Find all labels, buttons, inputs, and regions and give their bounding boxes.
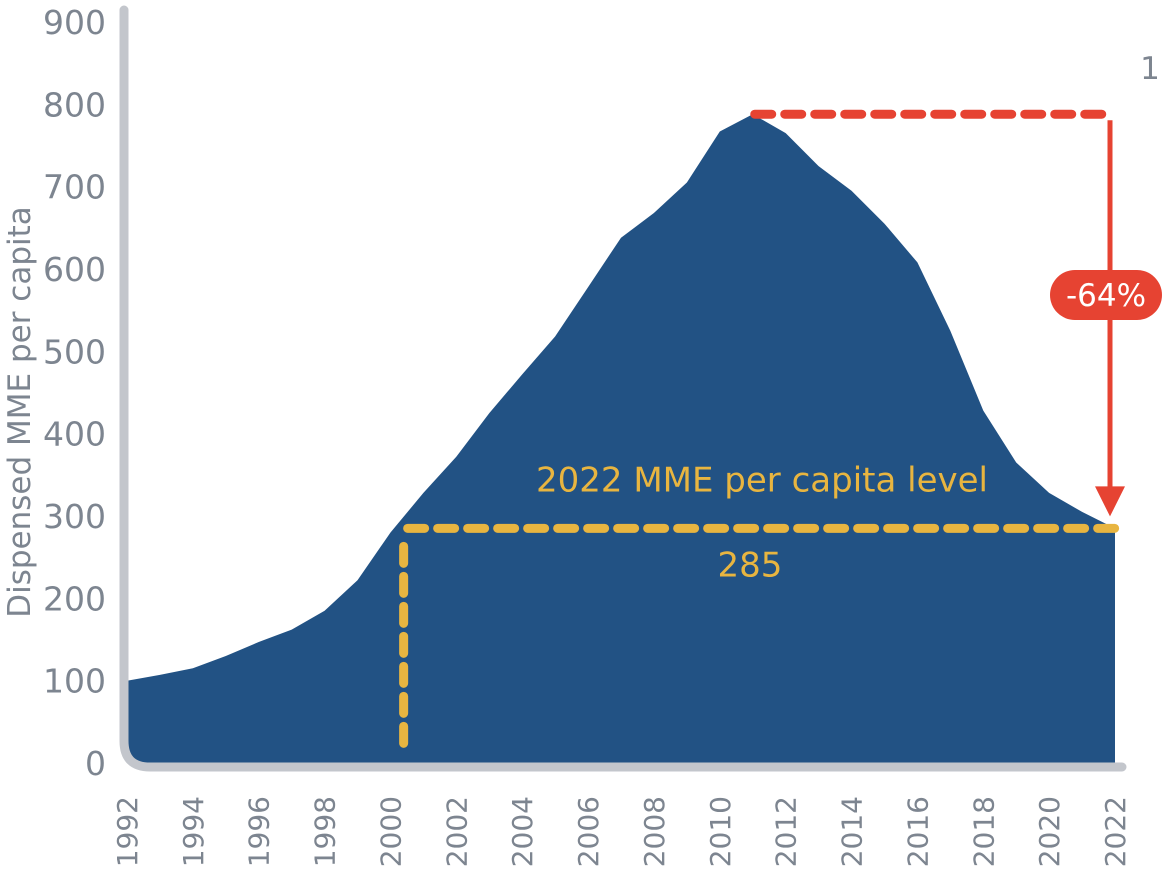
cropped-label: 1 (1140, 51, 1160, 87)
y-tick-label: 800 (43, 85, 106, 124)
x-tick-label: 2018 (967, 796, 1000, 867)
x-tick-label: 2002 (440, 796, 473, 867)
axis-line (119, 5, 1127, 772)
x-tick-label: 2004 (506, 796, 539, 867)
x-tick-label: 2006 (572, 796, 605, 867)
decline-arrow-head (1095, 486, 1125, 517)
y-tick-label: 400 (43, 415, 106, 454)
x-tick-label: 2000 (374, 796, 407, 867)
x-tick-label: 1998 (309, 796, 342, 867)
y-tick-label: 700 (43, 168, 106, 207)
x-tick-label: 2014 (836, 796, 869, 867)
area-series (127, 114, 1115, 763)
x-tick-label: 2012 (770, 796, 803, 867)
level-annotation-label: 2022 MME per capita level (536, 460, 988, 500)
change-badge (1050, 270, 1162, 320)
y-tick-label: 500 (43, 332, 106, 371)
x-tick-label: 2022 (1099, 796, 1132, 867)
level-annotation-value: 285 (718, 545, 783, 585)
y-tick-label: 900 (43, 3, 106, 42)
y-axis-ticks: 0 100 200 300 400 500 600 700 800 900 (43, 3, 106, 783)
x-axis-ticks: 1992 1994 1996 1998 2000 2002 2004 2006 2008 2010… (111, 796, 1132, 867)
x-tick-label: 2008 (638, 796, 671, 867)
y-axis-label: Dispensed MME per capita (2, 206, 38, 618)
change-badge-label: -64% (1066, 278, 1146, 314)
x-tick-label: 1992 (111, 796, 144, 867)
y-tick-label: 200 (43, 579, 106, 618)
x-tick-label: 2020 (1033, 796, 1066, 867)
y-tick-label: 100 (43, 662, 106, 701)
y-tick-label: 300 (43, 497, 106, 536)
y-tick-label: 0 (85, 744, 106, 783)
x-tick-label: 1994 (177, 796, 210, 867)
y-tick-label: 600 (43, 250, 106, 289)
x-tick-label: 2010 (704, 796, 737, 867)
x-tick-label: 1996 (243, 796, 276, 867)
x-tick-label: 2016 (901, 796, 934, 867)
